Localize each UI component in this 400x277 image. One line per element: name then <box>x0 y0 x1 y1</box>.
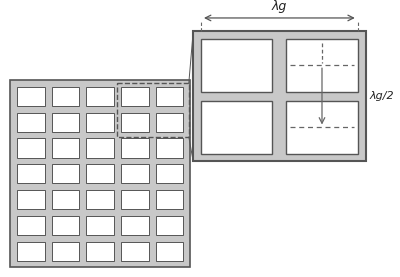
Bar <box>121 138 149 158</box>
Bar <box>86 190 114 209</box>
Bar <box>121 87 149 106</box>
Bar <box>17 242 44 261</box>
Bar <box>52 87 79 106</box>
Bar <box>86 87 114 106</box>
Bar <box>121 190 149 209</box>
Bar <box>156 112 183 132</box>
Bar <box>193 31 366 161</box>
Bar <box>10 80 190 267</box>
Bar <box>156 138 183 158</box>
Bar <box>52 164 79 183</box>
Bar <box>86 164 114 183</box>
Bar <box>52 242 79 261</box>
Bar <box>121 164 149 183</box>
Bar <box>156 216 183 235</box>
Bar <box>86 112 114 132</box>
Bar <box>17 216 44 235</box>
Text: λg/2: λg/2 <box>370 91 394 101</box>
Bar <box>52 112 79 132</box>
Bar <box>121 242 149 261</box>
Text: λg: λg <box>272 0 287 13</box>
Bar <box>286 101 358 154</box>
Bar <box>121 112 149 132</box>
Bar <box>201 39 272 92</box>
Bar <box>17 164 44 183</box>
Bar <box>156 190 183 209</box>
Bar <box>17 87 44 106</box>
Bar <box>17 190 44 209</box>
Bar <box>86 242 114 261</box>
Bar <box>121 216 149 235</box>
Bar <box>156 87 183 106</box>
Bar <box>86 216 114 235</box>
Bar <box>52 216 79 235</box>
Bar <box>17 138 44 158</box>
Bar <box>117 83 189 137</box>
Bar <box>17 112 44 132</box>
Bar <box>286 39 358 92</box>
Bar <box>52 138 79 158</box>
Bar <box>86 138 114 158</box>
Bar <box>52 190 79 209</box>
Bar <box>156 242 183 261</box>
Bar <box>156 164 183 183</box>
Bar <box>201 101 272 154</box>
